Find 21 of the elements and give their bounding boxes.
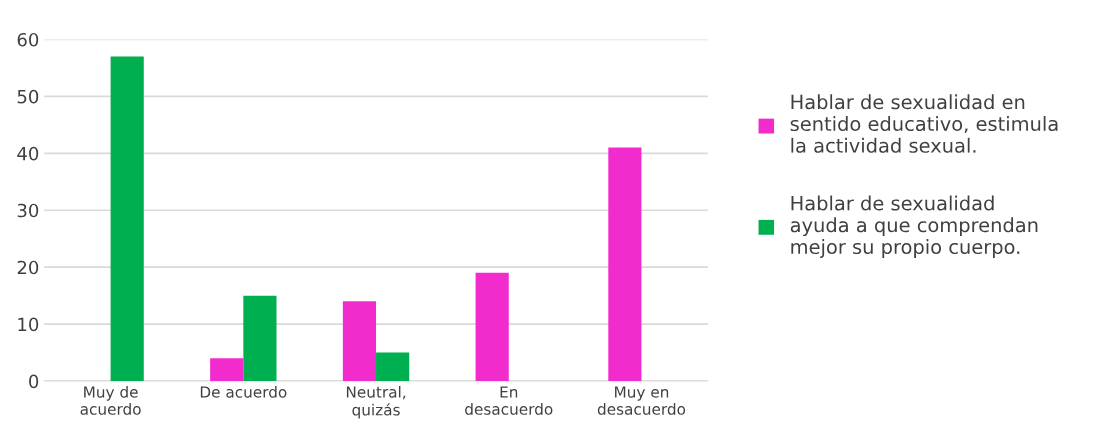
bar [210, 358, 244, 382]
x-tick-label: Neutral, quizás [346, 385, 406, 419]
x-tick-label: Muy en desacuerdo [597, 386, 686, 415]
y-tick-label: 60 [17, 32, 39, 47]
legend-label: Hablar de sexualidad en sentido educativo, estimula la actividad sexual. [790, 94, 1058, 153]
y-tick-label: 0 [29, 374, 39, 389]
bar [608, 147, 642, 382]
x-tick-label: Muy de acuerdo [80, 385, 141, 415]
y-tick-label: 40 [17, 146, 39, 161]
bar [243, 295, 277, 382]
y-tick-label: 30 [17, 203, 39, 218]
bar [342, 301, 377, 382]
x-tick-label: De acuerdo [200, 385, 287, 398]
legend-label: Hablar de sexualidad ayuda a que comprendan mejor su propio cuerpo. [790, 195, 1038, 258]
y-tick-label: 50 [17, 89, 39, 104]
bar [376, 352, 410, 382]
bar [110, 56, 144, 382]
y-tick-label: 20 [17, 260, 39, 275]
y-tick-label: 10 [18, 317, 39, 332]
bar [475, 272, 509, 382]
x-tick-label: En desacuerdo [465, 386, 553, 415]
